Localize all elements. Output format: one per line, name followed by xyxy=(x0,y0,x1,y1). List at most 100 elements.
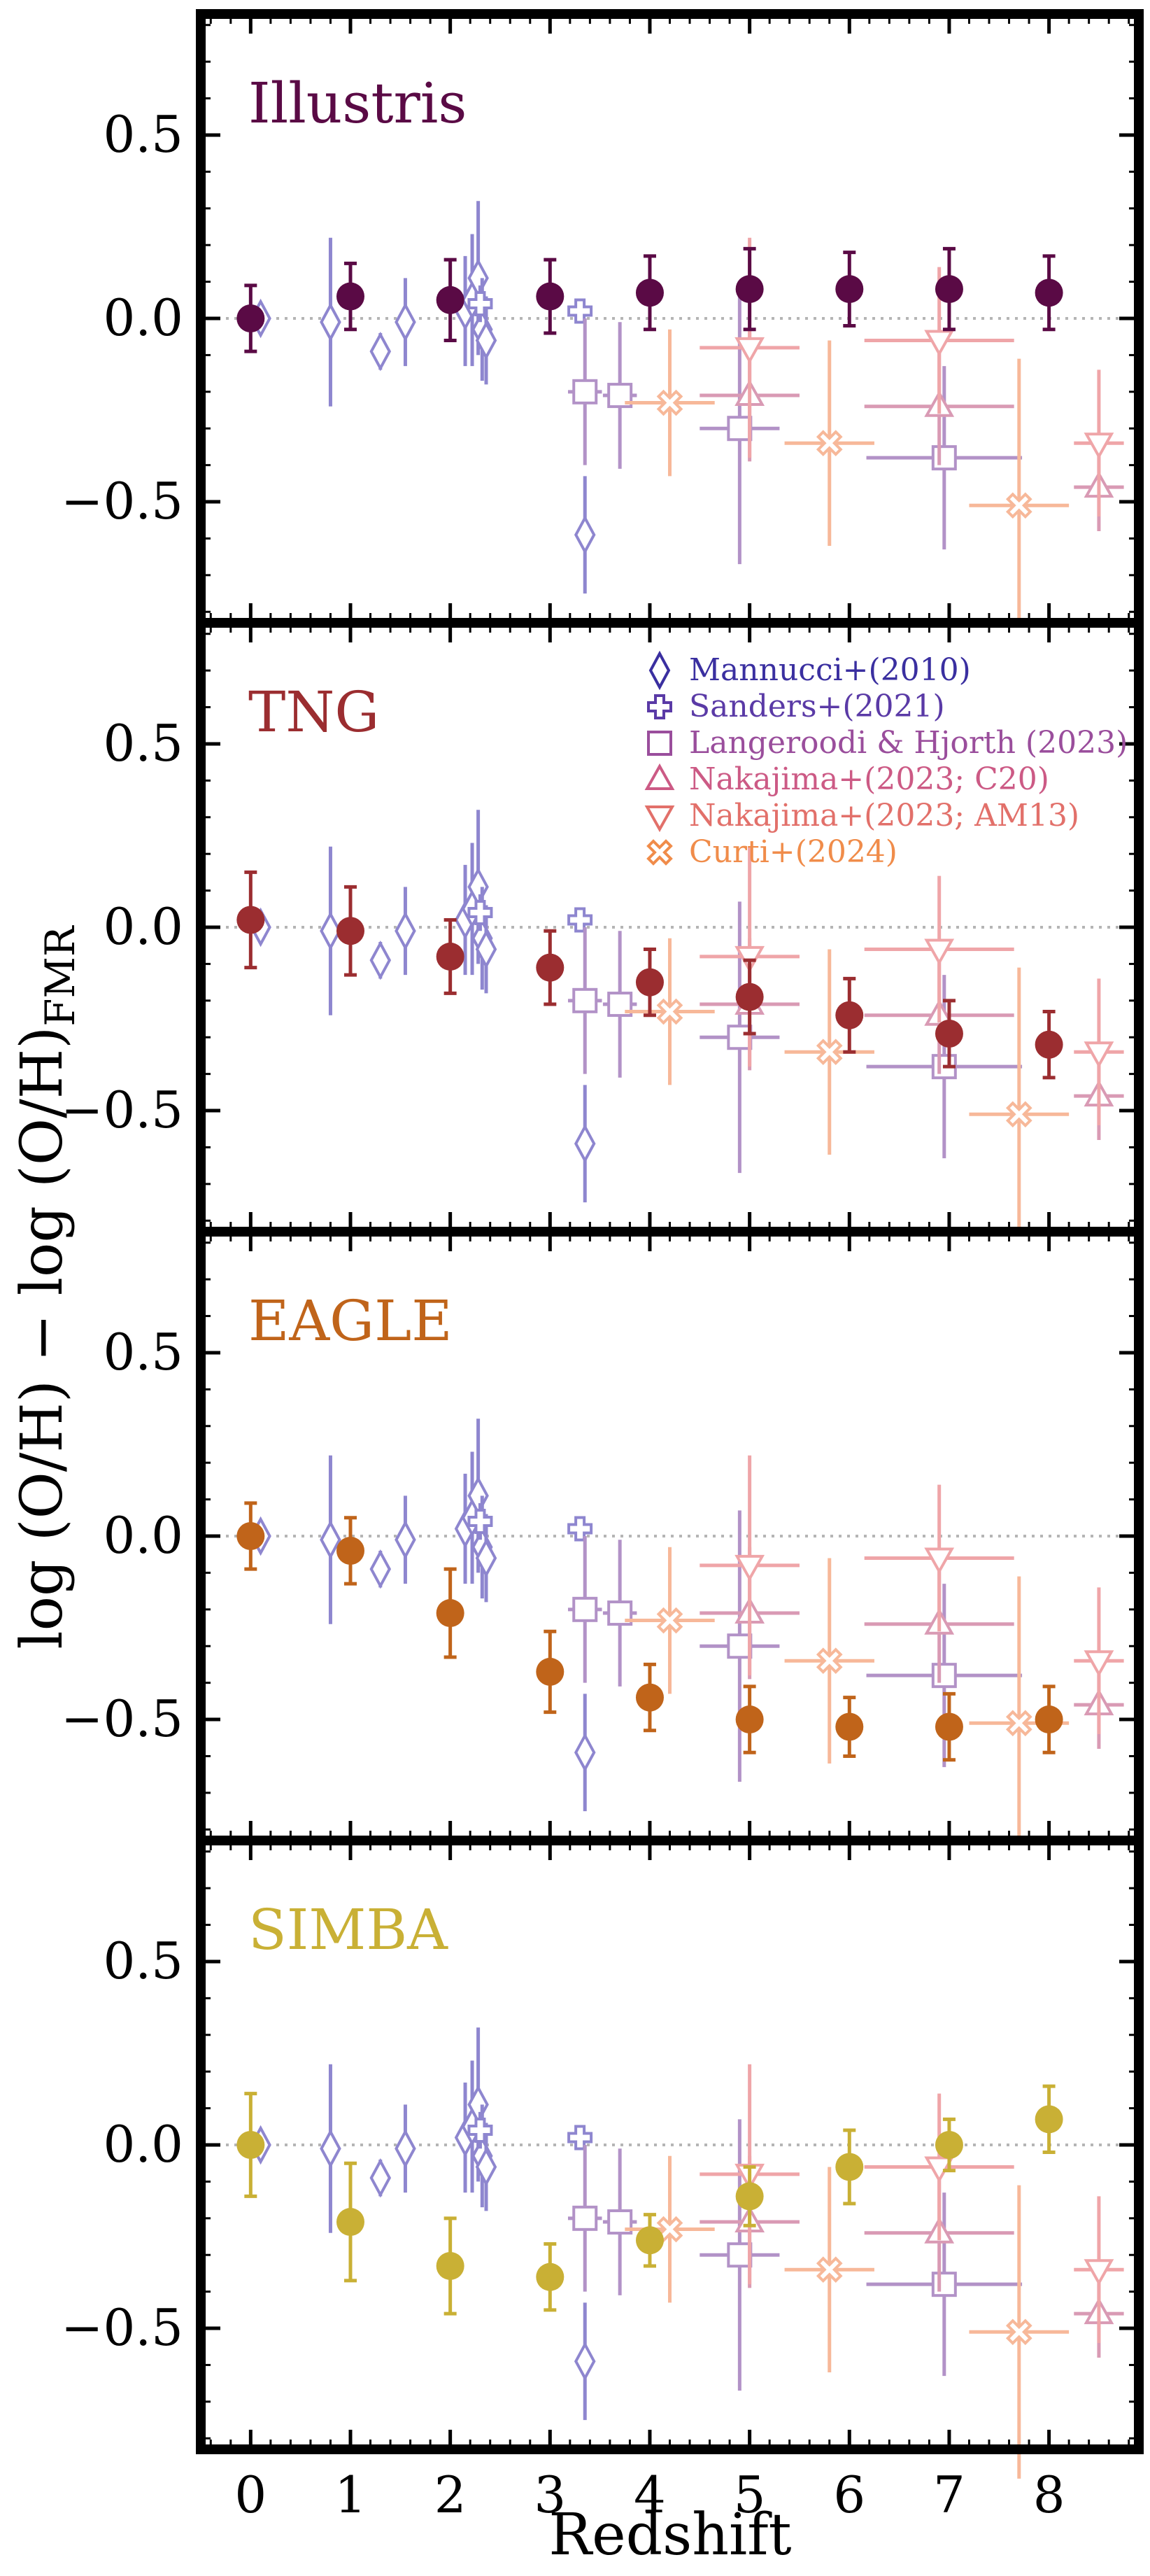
y-tick-label: 0.5 xyxy=(103,105,183,164)
simulation-point xyxy=(635,279,664,307)
y-tick-label: 0.0 xyxy=(103,288,183,347)
simulation-markers xyxy=(236,1501,1063,1762)
legend-label: Sanders+(2021) xyxy=(689,689,945,724)
y-axis-label-main: log (O/H) − log (O/H) xyxy=(9,1027,76,1649)
legend-marker xyxy=(648,650,671,691)
simulation-point xyxy=(436,286,464,314)
simulation-markers xyxy=(236,2084,1063,2316)
panel-tng: 0.5 0.0 −0.5 TNG Mannucci+(2010)Sanders+(202… xyxy=(61,618,1144,1261)
observation-point xyxy=(1005,1710,1032,1737)
simulation-point xyxy=(336,282,364,311)
observation-point xyxy=(574,515,596,555)
observation-point xyxy=(734,1554,765,1582)
observation-point xyxy=(572,1596,598,1622)
y-tick-label: 0.5 xyxy=(103,1931,183,1990)
x-tick-labels: 0 1 2 3 4 5 6 7 8 xyxy=(234,2465,1065,2524)
observation-point xyxy=(924,1547,955,1575)
observation-point xyxy=(467,291,493,317)
panel-simba: 0.5 0.0 −0.5 SIMBA xyxy=(61,1836,1144,2479)
x-tick-label: 0 xyxy=(234,2465,267,2524)
observation-point xyxy=(320,302,341,342)
panel-title: EAGLE xyxy=(248,1288,453,1353)
observation-point xyxy=(475,1538,497,1578)
panel-illustris: 0.5 0.0 −0.5 Illustris xyxy=(61,9,1144,652)
y-axis-label-subscript: FMR xyxy=(36,924,84,1027)
observation-point xyxy=(1084,432,1114,460)
x-tick-label: 4 xyxy=(634,2465,666,2524)
observation-point xyxy=(1084,2259,1114,2286)
simulation-point xyxy=(835,2153,864,2181)
simulation-point xyxy=(635,1683,664,1712)
observation-point xyxy=(395,911,416,951)
observation-point xyxy=(467,1509,493,1535)
observation-point xyxy=(727,2242,753,2268)
observation-point xyxy=(656,998,683,1025)
y-tick-label: −0.5 xyxy=(61,1689,183,1748)
simulation-point xyxy=(236,906,265,934)
observation-point xyxy=(574,1733,596,1773)
legend-label: Nakajima+(2023; AM13) xyxy=(689,798,1079,833)
x-tick-label: 2 xyxy=(434,2465,467,2524)
observation-point xyxy=(475,321,497,360)
observation-point xyxy=(734,337,765,365)
observation-point xyxy=(369,940,392,980)
y-tick-label: −0.5 xyxy=(61,2298,183,2357)
panel-eagle: 0.5 0.0 −0.5 EAGLE xyxy=(61,1227,1144,1870)
simulation-point xyxy=(336,917,364,945)
simulation-point xyxy=(536,1657,565,1686)
observation-point xyxy=(931,1663,957,1689)
simulation-point xyxy=(536,282,565,311)
simulation-point xyxy=(336,1536,364,1565)
simulation-markers xyxy=(236,246,1063,353)
observation-point xyxy=(574,1124,596,1164)
simulation-point xyxy=(735,275,764,304)
x-axis-label: Redshift xyxy=(548,2502,791,2568)
simulation-markers xyxy=(236,870,1063,1080)
observation-point xyxy=(1005,492,1032,519)
simulation-point xyxy=(635,2226,664,2255)
legend-marker xyxy=(644,763,675,790)
observation-point xyxy=(395,2129,416,2169)
observation-point xyxy=(1005,1101,1032,1128)
x-tick-label: 1 xyxy=(334,2465,367,2524)
observation-point xyxy=(931,445,957,471)
panel-title: TNG xyxy=(248,680,379,745)
simulation-point xyxy=(436,1599,464,1628)
y-tick-label: 0.5 xyxy=(103,1323,183,1381)
observation-point xyxy=(467,2118,493,2144)
simulation-point xyxy=(735,1705,764,1734)
simulation-point xyxy=(436,2251,464,2280)
x-tick-label: 6 xyxy=(833,2465,865,2524)
panel-frame xyxy=(196,1836,1144,2454)
x-tick-label: 3 xyxy=(534,2465,566,2524)
legend-label: Curti+(2024) xyxy=(689,834,897,870)
simulation-point xyxy=(1035,279,1063,307)
simulation-point xyxy=(536,2262,565,2291)
observation-point xyxy=(369,1549,392,1589)
y-tick-label: 0.0 xyxy=(103,1506,183,1565)
observation-point xyxy=(320,911,341,951)
simulation-point xyxy=(236,304,265,332)
observation-point xyxy=(1084,1650,1114,1677)
observation-point xyxy=(816,430,843,457)
simulation-point xyxy=(935,1019,963,1048)
observation-point xyxy=(320,1520,341,1560)
observation-point xyxy=(924,938,955,966)
simulation-point xyxy=(835,1712,864,1741)
observation-point xyxy=(572,987,598,1013)
x-tick-label: 5 xyxy=(734,2465,766,2524)
simulation-point xyxy=(835,1001,864,1029)
observation-point xyxy=(369,2158,392,2198)
legend-marker xyxy=(646,839,673,866)
observation-point xyxy=(931,2272,957,2297)
observation-point xyxy=(572,2205,598,2231)
simulation-point xyxy=(935,275,963,304)
observation-point xyxy=(320,2129,341,2169)
observation-point xyxy=(395,302,416,342)
observation-point xyxy=(924,330,955,357)
y-tick-label: −0.5 xyxy=(61,1081,183,1139)
y-tick-label: −0.5 xyxy=(61,472,183,530)
simulation-point xyxy=(635,968,664,997)
y-tick-label: 0.5 xyxy=(103,714,183,773)
